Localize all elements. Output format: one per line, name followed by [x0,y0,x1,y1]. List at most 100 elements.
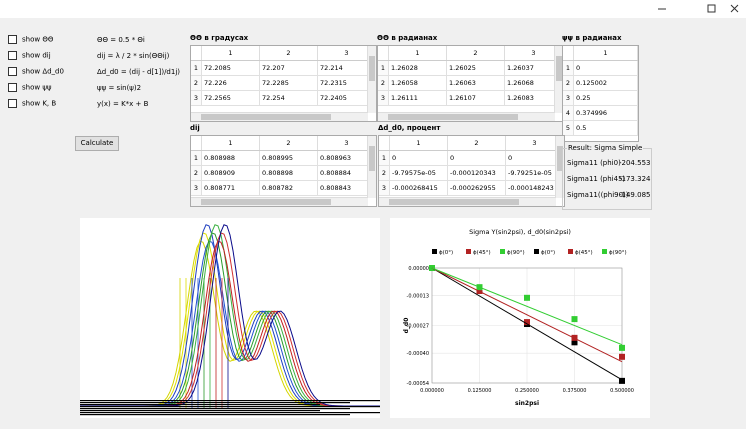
checkbox[interactable] [8,35,17,44]
row-label: 2 [191,165,202,181]
column-header: 2 [446,46,505,61]
table-title: ΘΘ в градусах [190,34,249,42]
point [524,294,530,301]
legend-label: ϕ(45°) [575,250,593,256]
baseline-noise [80,402,350,404]
horizontal-scrollbar [191,112,368,121]
maximize[interactable] [707,4,716,13]
column-header: 1 [388,46,447,61]
horizontal-scrollbar [378,112,555,121]
table: 1 2 3 1 0 0 0 2 -9.79575e-05 -0.000120343 -9.79251… [378,135,565,207]
table-title: ψψ в радианах [562,34,622,42]
table-title: Δd_d0, процент [378,124,441,132]
formula: dij = λ / 2 * sin(ΘΘij) [97,52,170,60]
column-header: 1 [389,136,448,151]
cell: 0 [573,60,638,76]
vertical-scrollbar [554,46,563,113]
row-label: 1 [563,60,574,76]
row-label: 2 [378,75,389,91]
spectrum-curve [80,240,380,407]
scroll-thumb [201,114,331,120]
scroll-thumb [556,56,562,81]
baseline-noise [80,410,320,412]
vertical-scrollbar [555,136,564,198]
cell: 0.125002 [573,75,638,91]
cell: 0 [389,150,448,166]
checkbox-row[interactable]: show ψψ [8,83,52,92]
row-label: 3 [563,90,574,106]
chart-title: Sigma Y(sin2psi), d_d0(sin2psi) [469,228,571,236]
title-bar [0,0,746,18]
formula: y(x) = K*x + B [97,100,149,108]
checkbox[interactable] [8,51,17,60]
checkbox[interactable] [8,67,17,76]
cell: 0.25 [573,90,638,106]
result-value: -149.085 [619,191,651,199]
result-group: Result: Sigma Simple Sigma11 (phi0) -204.… [562,144,652,210]
checkbox[interactable] [8,83,17,92]
row-label: 2 [563,75,574,91]
y-tick-label: -0.00027 [407,324,429,330]
checkbox-row[interactable]: show ΘΘ [8,35,53,44]
cell: -9.79575e-05 [389,165,448,181]
cell: 1.26063 [446,75,505,91]
legend-label: ϕ(90°) [507,250,525,256]
vertical-scrollbar [367,136,376,198]
legend-swatch [432,249,437,254]
checkbox-label: show ψψ [22,83,52,92]
checkbox-row[interactable]: show dij [8,51,51,60]
legend-swatch [568,249,573,254]
checkbox-label: show Δd_d0 [22,67,64,76]
cell: 0.374996 [573,105,638,121]
baseline-noise [80,406,380,408]
point [619,353,625,360]
checkbox-label: show dij [22,51,51,60]
baseline-noise [80,412,380,414]
horizontal-scrollbar [379,197,556,206]
row-label: 4 [563,105,574,121]
close[interactable] [730,4,739,13]
window-controls [658,4,739,13]
legend-label: ϕ(45°) [473,250,491,256]
row-label: 3 [191,90,202,106]
row-label: 3 [379,180,390,196]
x-tick-label: 0.500000 [610,388,634,394]
y-tick-label: -0.00013 [407,294,429,300]
table: 1 1 0 2 0.125002 3 0.25 4 0.374996 5 0.5 [562,45,639,142]
cell: -0.000262955 [447,180,506,196]
cell: 72.2285 [259,75,318,91]
checkbox-label: show ΘΘ [22,35,54,44]
checkbox-label: show K, B [22,99,57,108]
cell: 72.2565 [201,90,260,106]
baseline-noise [80,414,350,416]
column-header: 2 [447,136,506,151]
y-tick-label: 0.00000 [408,266,429,272]
point [524,319,530,326]
table-title: ΘΘ в радианах [377,34,438,42]
cell: 0.808988 [201,150,260,166]
table-title: dij [190,124,200,132]
legend-swatch [534,249,539,254]
spectrum-curve [80,240,380,407]
checkbox[interactable] [8,99,17,108]
scroll-thumb [388,114,518,120]
checkbox-row[interactable]: show K, B [8,99,56,108]
legend-label: ϕ(0°) [439,250,453,256]
scroll-thumb [369,56,375,81]
cell: 0.808898 [259,165,318,181]
table: 1 2 3 1 0.808988 0.808995 0.808963 2 0.808909 0.8… [190,135,377,207]
result-label: Sigma11 (phi45) [567,175,626,183]
point [571,316,578,323]
fit-line [431,267,623,381]
x-tick-label: 0.125000 [468,388,492,394]
checkbox-row[interactable]: show Δd_d0 [8,67,64,76]
cell: 72.2085 [201,60,260,76]
column-header: 1 [201,136,260,151]
spectrum-chart [80,218,380,418]
y-axis-label: d_d0 [403,318,410,334]
column-header: 2 [259,136,318,151]
calculate-button[interactable]: Calculate [75,136,119,151]
cell: 72.226 [201,75,260,91]
spectrum-curve [80,240,380,407]
